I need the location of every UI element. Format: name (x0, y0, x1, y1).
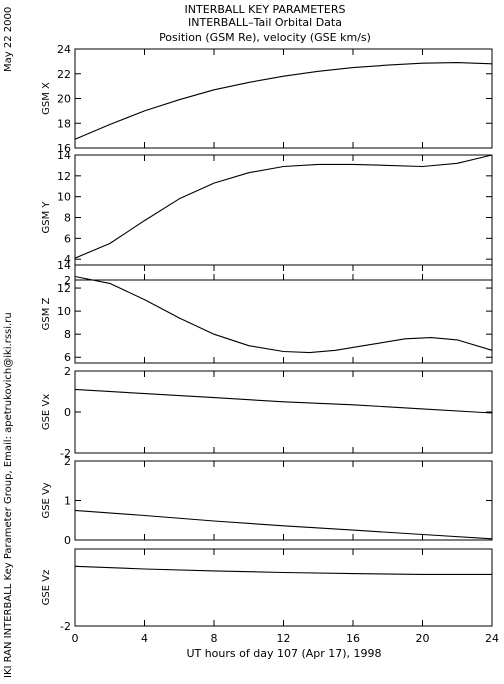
y-tick-label: 8 (64, 212, 71, 225)
series-line-5 (74, 565, 492, 575)
y-tick-label: -2 (60, 620, 71, 633)
panel-frame (74, 548, 493, 627)
x-tick-label: 0 (72, 632, 79, 645)
panel-0: 16 18 20 22 24 GSM X (41, 43, 493, 155)
y-tick-label: -2 (60, 447, 71, 460)
x-tick-label: 20 (416, 632, 430, 645)
y-tick-label: 6 (64, 232, 71, 245)
x-tick-label: 24 (485, 632, 499, 645)
series-line-4 (74, 509, 493, 540)
y-tick-label: 10 (57, 191, 71, 204)
x-tick-label: 4 (141, 632, 148, 645)
x-axis-title: UT hours of day 107 (Apr 17), 1998 (186, 647, 381, 660)
series-line-2 (74, 275, 493, 354)
y-tick-label: 18 (57, 117, 71, 130)
y-tick-label: 14 (57, 259, 71, 272)
y-tick-label: 14 (57, 149, 71, 162)
y-tick-label: 20 (57, 93, 71, 106)
y-tick-label: 22 (57, 68, 71, 81)
y-axis-title: GSE Vx (41, 394, 52, 430)
chart-title-line2: INTERBALL–Tail Orbital Data (188, 16, 342, 29)
x-tick-label: 8 (211, 632, 218, 645)
chart-title-line1: INTERBALL KEY PARAMETERS (185, 3, 346, 16)
panel-frame (74, 460, 493, 541)
y-tick-label: 1 (64, 495, 71, 508)
series-line-1 (74, 154, 493, 259)
y-tick-label: 24 (57, 43, 71, 56)
chart-title-line3: Position (GSM Re), velocity (GSE km/s) (159, 31, 371, 44)
y-axis-title: GSM Y (41, 201, 52, 234)
y-tick-label: 8 (64, 328, 71, 341)
panel-3: -2 0 2 GSE Vx (41, 365, 493, 460)
side-date: May 22 2000 (3, 7, 14, 72)
y-tick-label: 2 (64, 274, 71, 287)
panel-4: 0 1 2 GSE Vy (41, 455, 493, 547)
y-tick-label: 12 (57, 282, 71, 295)
panel-2: 6 8 10 12 14 GSM Z (41, 259, 493, 364)
y-tick-label: 2 (64, 455, 71, 468)
x-tick-label: 16 (346, 632, 360, 645)
y-tick-label: 12 (57, 170, 71, 183)
x-tick-label: 12 (277, 632, 291, 645)
y-tick-label: 4 (64, 253, 71, 266)
y-tick-label: 6 (64, 351, 71, 364)
y-tick-label: 2 (64, 365, 71, 378)
panel-frame (74, 154, 493, 281)
y-tick-label: 10 (57, 305, 71, 318)
side-credit: IKI RAN INTERBALL Key Parameter Group, E… (3, 312, 14, 678)
y-tick-label: 0 (64, 406, 71, 419)
y-axis-title: GSM Z (41, 297, 52, 330)
panel-frame (74, 48, 493, 149)
y-tick-label: 0 (64, 534, 71, 547)
y-axis-title: GSM X (41, 82, 52, 115)
panel-5: -2 GSE Vz (41, 548, 493, 633)
y-axis-title: GSE Vy (41, 482, 52, 518)
series-line-0 (74, 62, 493, 140)
y-axis-title: GSE Vz (41, 570, 52, 606)
panel-frame (74, 370, 493, 454)
panel-1: 2 4 6 8 10 12 14 GSM Y (41, 149, 493, 287)
x-axis: 0 4 8 12 16 20 24 (72, 632, 500, 645)
series-line-3 (74, 388, 493, 414)
y-tick-label: 16 (57, 142, 71, 155)
